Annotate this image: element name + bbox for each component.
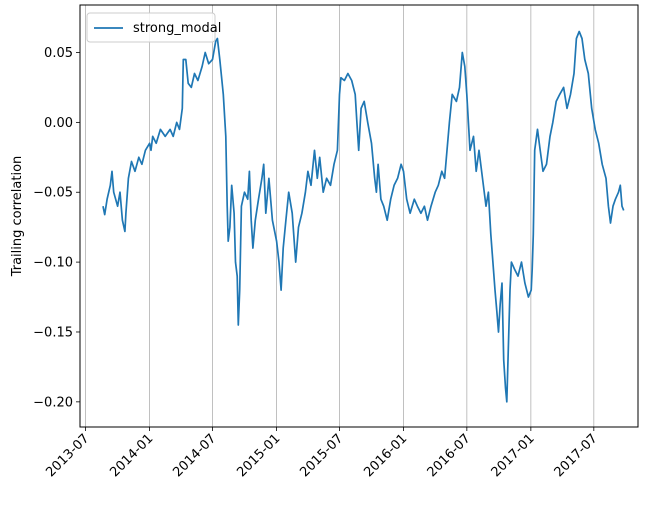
x-tick-label-2015-07: 2015-07 [297, 431, 346, 480]
x-tick-label-2017-07: 2017-07 [552, 431, 601, 480]
x-tick-label-2014-01: 2014-01 [107, 431, 156, 480]
series-line-strong_modal [102, 30, 625, 403]
legend-label-strong-modal: strong_modal [133, 21, 221, 36]
y-tick-label-0: 0.05 [44, 46, 73, 61]
vertical-grid-lines [85, 5, 595, 427]
x-tick-label-2014-07: 2014-07 [170, 431, 219, 480]
y-tick-label-4: −0.15 [33, 325, 73, 340]
y-tick-label-2: −0.05 [33, 186, 73, 201]
y-tick-label-1: 0.00 [44, 116, 73, 131]
legend: strong_modal [86, 12, 221, 43]
x-tick-label-2016-01: 2016-01 [361, 431, 410, 480]
legend-box [86, 12, 216, 43]
x-axis: 2013-07 2014-01 2014-07 2015-01 2015-07 2016-… [43, 427, 601, 480]
x-tick-label-2017-01: 2017-01 [489, 431, 538, 480]
series-layer [102, 30, 625, 403]
x-tick-label-2016-07: 2016-07 [425, 431, 474, 480]
x-tick-label-2015-01: 2015-01 [234, 431, 283, 480]
y-axis-label: Trailing correlation [10, 156, 25, 278]
y-axis: 0.05 0.00 −0.05 −0.10 −0.15 −0.20 [33, 46, 80, 410]
y-tick-label-5: −0.20 [33, 395, 73, 410]
y-tick-label-3: −0.10 [33, 256, 73, 271]
x-tick-label-2013-07: 2013-07 [43, 431, 92, 480]
plot-frame [79, 4, 639, 428]
